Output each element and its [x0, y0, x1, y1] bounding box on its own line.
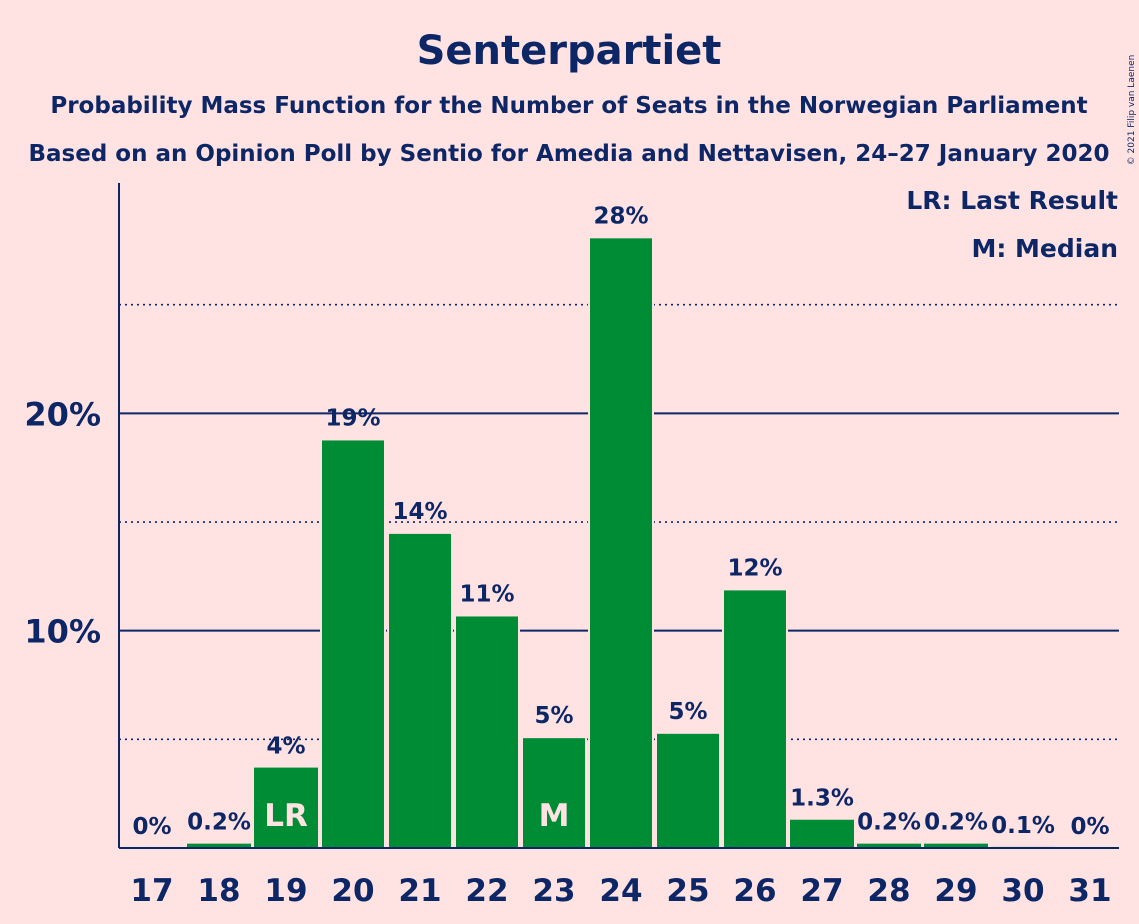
- x-tick-label-30: 30: [1001, 873, 1044, 909]
- x-tick-label-29: 29: [934, 873, 977, 909]
- bar-27: [790, 819, 854, 848]
- bar-25: [655, 731, 721, 849]
- x-tick-label-28: 28: [867, 873, 910, 909]
- copyright-notice: © 2021 Filip van Laenen: [1127, 55, 1137, 166]
- y-axis: 10% 20%: [24, 183, 120, 848]
- data-label-25: 5%: [668, 699, 707, 725]
- x-tick-label-26: 26: [733, 873, 776, 909]
- bar-22: [454, 614, 520, 850]
- x-tick-label-22: 22: [465, 873, 508, 909]
- bar-20: [320, 438, 386, 849]
- x-axis: 17 18 19 20 21 22 23 24 25 26 27 28 29 30 31: [119, 847, 1119, 909]
- data-label-26: 12%: [727, 555, 782, 581]
- bar-18: [187, 843, 251, 848]
- marker-lr: LR: [264, 798, 308, 834]
- bar-19: [254, 767, 318, 848]
- data-label-29: 0.2%: [924, 810, 988, 836]
- legend-last-result: LR: Last Result: [906, 186, 1118, 215]
- x-tick-label-27: 27: [800, 873, 843, 909]
- data-label-17: 0%: [132, 814, 171, 840]
- x-tick-label-20: 20: [331, 873, 374, 909]
- y-tick-label-0: 10%: [24, 613, 101, 651]
- legend-median: M: Median: [971, 234, 1118, 263]
- data-label-20: 19%: [325, 405, 380, 431]
- bar-23: [521, 736, 587, 850]
- data-label-19: 4%: [266, 734, 305, 760]
- x-tick-label-17: 17: [130, 873, 173, 909]
- data-label-18: 0.2%: [187, 810, 251, 836]
- data-label-27: 1.3%: [790, 786, 854, 812]
- x-tick-label-25: 25: [666, 873, 709, 909]
- data-label-24: 28%: [593, 203, 648, 229]
- data-label-21: 14%: [392, 499, 447, 525]
- bar-21: [387, 531, 453, 849]
- x-tick-label-31: 31: [1068, 873, 1111, 909]
- x-tick-label-24: 24: [599, 873, 642, 909]
- chart-subtitle: Probability Mass Function for the Number…: [50, 93, 1087, 119]
- x-tick-label-19: 19: [264, 873, 307, 909]
- data-label-30: 0.1%: [991, 813, 1055, 839]
- data-label-22: 11%: [459, 581, 514, 607]
- chart-title: Senterpartiet: [417, 28, 722, 74]
- x-tick-label-21: 21: [398, 873, 441, 909]
- data-label-28: 0.2%: [857, 810, 921, 836]
- marker-m: M: [539, 798, 570, 834]
- y-tick-label-1: 20%: [24, 395, 101, 433]
- bar-28: [857, 843, 921, 848]
- data-label-31: 0%: [1070, 814, 1109, 840]
- bar-26: [722, 588, 788, 850]
- chart-source-line: Based on an Opinion Poll by Sentio for A…: [29, 141, 1110, 167]
- bar-24: [588, 236, 654, 849]
- data-label-23: 5%: [534, 703, 573, 729]
- x-tick-label-23: 23: [532, 873, 575, 909]
- x-tick-label-18: 18: [197, 873, 240, 909]
- bar-29: [924, 843, 988, 848]
